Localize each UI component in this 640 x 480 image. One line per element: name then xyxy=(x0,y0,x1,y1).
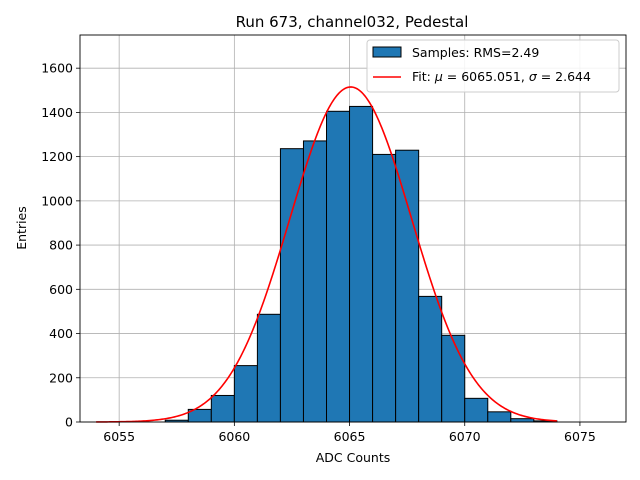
histogram-bar xyxy=(326,110,351,423)
legend-fit-prefix: Fit: xyxy=(412,69,435,84)
histogram-bar xyxy=(464,397,489,423)
histogram-bar xyxy=(395,149,420,423)
legend-samples-label: Samples: RMS=2.49 xyxy=(412,45,539,60)
legend-samples-swatch xyxy=(372,46,402,58)
legend-mu-symbol: μ xyxy=(434,69,443,84)
histogram-bar xyxy=(510,418,535,423)
y-tick-label: 1000 xyxy=(41,193,73,208)
x-tick-label: 6065 xyxy=(334,429,366,444)
legend-box xyxy=(366,39,620,93)
x-tick-label: 6070 xyxy=(449,429,481,444)
chart-title: Run 673, channel032, Pedestal xyxy=(236,13,469,31)
histogram-bar xyxy=(279,148,304,423)
plot-frame xyxy=(79,34,627,423)
histogram-bar xyxy=(372,153,397,423)
histogram-bar xyxy=(349,105,374,423)
legend-sigma-symbol: σ xyxy=(529,69,538,84)
y-tick-label: 400 xyxy=(49,326,73,341)
x-axis-ticks: 6055 6060 6065 6070 6075 xyxy=(103,422,596,444)
x-tick-label: 6075 xyxy=(564,429,596,444)
histogram-bars xyxy=(164,105,558,423)
histogram-bar xyxy=(302,140,328,423)
fit-curve xyxy=(96,86,557,423)
y-axis-ticks: 0 200 400 600 800 1000 1200 1400 1600 xyxy=(41,61,80,430)
y-tick-label: 1600 xyxy=(41,61,73,76)
histogram-bar xyxy=(210,394,235,423)
x-tick-label: 6060 xyxy=(218,429,250,444)
y-tick-label: 200 xyxy=(49,370,73,385)
legend: Samples: RMS=2.49 Fit: μ = 6065.051, σ =… xyxy=(366,39,620,93)
y-tick-label: 800 xyxy=(49,238,73,253)
histogram-bar xyxy=(441,334,466,423)
legend-mu-value: = 6065.051, xyxy=(443,69,529,84)
histogram-bar xyxy=(418,295,443,423)
histogram-bar xyxy=(233,365,258,423)
y-tick-label: 0 xyxy=(65,415,73,430)
y-tick-label: 1400 xyxy=(41,105,73,120)
legend-fit-label: Fit: μ = 6065.051, σ = 2.644 xyxy=(412,69,591,84)
x-tick-label: 6055 xyxy=(103,429,135,444)
plot-area xyxy=(79,34,627,423)
y-tick-label: 1200 xyxy=(41,149,73,164)
histogram-bar xyxy=(256,313,281,423)
y-tick-label: 600 xyxy=(49,282,73,297)
histogram-bar xyxy=(487,411,512,423)
legend-sigma-value: = 2.644 xyxy=(537,69,591,84)
x-axis-title: ADC Counts xyxy=(316,450,391,465)
y-axis-title: Entries xyxy=(14,206,29,250)
